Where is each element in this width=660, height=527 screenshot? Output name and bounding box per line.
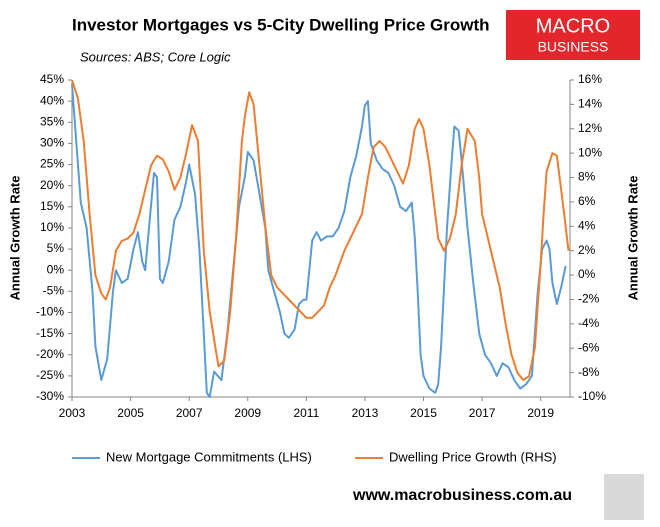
y-tick-label: -10% (36, 305, 64, 319)
y2-tick-label: 12% (578, 121, 602, 135)
series-line (71, 79, 570, 381)
y-tick-label: 30% (40, 136, 64, 150)
y-tick-label: 40% (40, 93, 64, 107)
y-axis-label: Annual Growth Rate (7, 176, 22, 301)
y-tick-label: -20% (36, 347, 64, 361)
logo-box (506, 10, 640, 60)
y2-tick-label: 10% (578, 145, 602, 159)
y-tick-label: 25% (40, 157, 64, 171)
y-tick-label: -15% (36, 326, 64, 340)
y2-tick-label: 4% (578, 218, 596, 232)
y-tick-label: -25% (36, 368, 64, 382)
x-tick-label: 2009 (234, 406, 261, 420)
y-tick-label: 5% (47, 241, 65, 255)
footer-url: www.macrobusiness.com.au (352, 487, 572, 504)
y2-tick-label: -6% (578, 340, 600, 354)
y2-tick-label: -4% (578, 316, 600, 330)
y2-tick-label: 2% (578, 243, 596, 257)
x-tick-label: 2007 (176, 406, 203, 420)
x-tick-label: 2011 (293, 406, 319, 420)
y2-tick-label: -2% (578, 292, 600, 306)
y2-tick-label: 6% (578, 194, 596, 208)
y-tick-label: -5% (43, 284, 65, 298)
logo-image (604, 474, 644, 520)
logo-text: MACRO (536, 15, 610, 37)
y-tick-label: 45% (40, 72, 64, 86)
y-tick-label: 0% (47, 262, 65, 276)
y-tick-label: 20% (40, 178, 64, 192)
x-tick-label: 2005 (117, 406, 144, 420)
chart-subtitle: Sources: ABS; Core Logic (80, 49, 231, 64)
x-tick-label: 2013 (352, 406, 379, 420)
legend-label: New Mortgage Commitments (LHS) (106, 449, 312, 464)
y-tick-label: 10% (40, 220, 64, 234)
series-line (71, 84, 567, 398)
y-tick-label: 15% (40, 199, 64, 213)
legend-label: Dwelling Price Growth (RHS) (389, 449, 557, 464)
y2-tick-label: 8% (578, 170, 596, 184)
y2-tick-label: -10% (578, 389, 606, 403)
y2-tick-label: -8% (578, 365, 600, 379)
y2-tick-label: 16% (578, 72, 602, 86)
x-tick-label: 2019 (527, 406, 554, 420)
y-tick-label: -30% (36, 389, 64, 403)
x-tick-label: 2017 (469, 406, 496, 420)
x-tick-label: 2015 (410, 406, 437, 420)
chart-title: Investor Mortgages vs 5-City Dwelling Pr… (72, 15, 490, 34)
y2-tick-label: 0% (578, 267, 596, 281)
y-tick-label: 35% (40, 114, 64, 128)
y2-axis-label: Annual Growth Rate (625, 176, 640, 301)
y2-tick-label: 14% (578, 97, 602, 111)
x-tick-label: 2003 (59, 406, 86, 420)
logo-text: BUSINESS (538, 39, 609, 55)
